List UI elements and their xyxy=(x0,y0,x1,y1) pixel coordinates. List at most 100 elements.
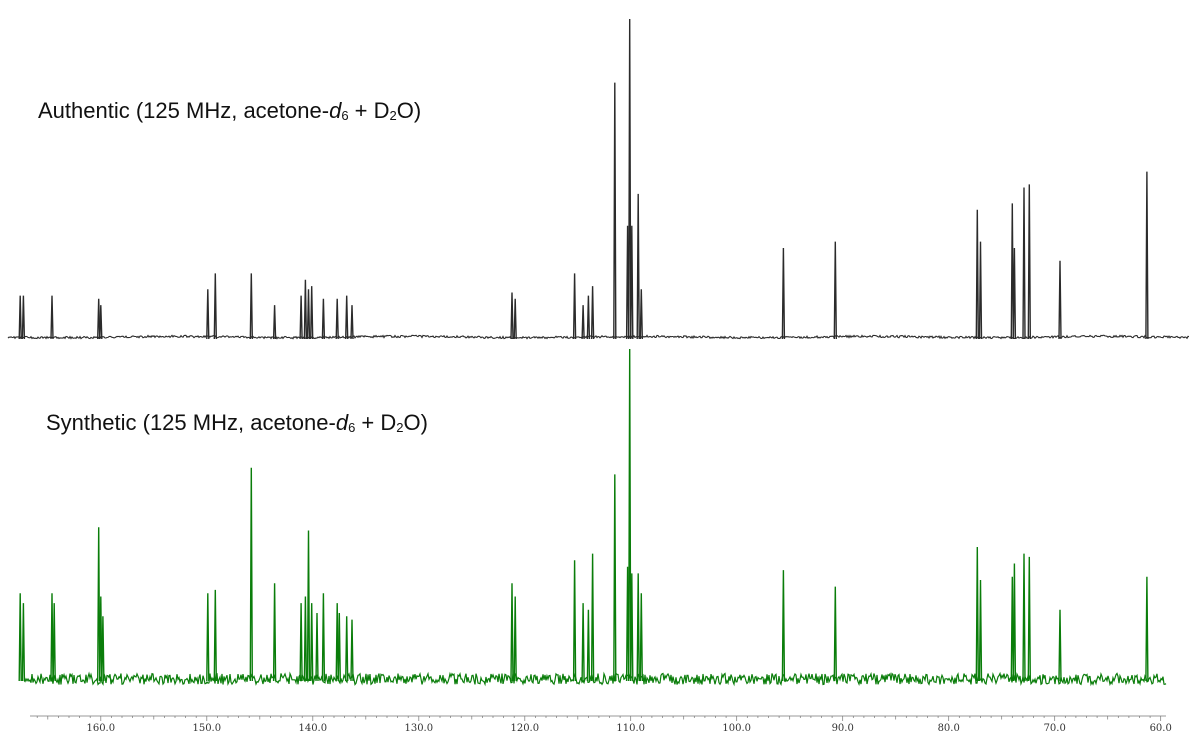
synthetic-peak xyxy=(1022,553,1026,682)
authentic-peak xyxy=(306,289,311,340)
synthetic-peak xyxy=(630,573,634,682)
x-tick-label: 130.0 xyxy=(404,723,433,733)
authentic-peak xyxy=(299,295,303,340)
x-tick-label: 110.0 xyxy=(616,723,645,733)
authentic-peak xyxy=(833,241,837,340)
authentic-peak xyxy=(97,298,101,340)
authentic-peak xyxy=(630,225,634,340)
authentic-peak xyxy=(206,289,210,340)
synthetic-peak xyxy=(975,546,979,682)
authentic-peak xyxy=(513,298,517,340)
spectrum-synthetic xyxy=(18,348,1167,687)
synthetic-name: Synthetic xyxy=(46,410,137,435)
synthetic-peak xyxy=(335,603,339,682)
authentic-peak xyxy=(581,305,585,340)
authentic-peak xyxy=(310,286,314,340)
authentic-end: O) xyxy=(396,98,422,123)
authentic-peak xyxy=(1145,171,1149,340)
synthetic-peak xyxy=(581,603,585,682)
authentic-peak xyxy=(586,295,591,340)
authentic-peak xyxy=(249,273,253,340)
authentic-peak xyxy=(628,18,632,340)
synthetic-peak xyxy=(628,348,632,682)
synthetic-peak xyxy=(213,589,217,682)
authentic-peak xyxy=(1010,203,1014,340)
authentic-peak xyxy=(590,286,595,340)
synthetic-peak xyxy=(249,467,253,682)
synthetic-peak xyxy=(510,583,514,682)
authentic-peak xyxy=(18,295,22,340)
authentic-solvent-d: d xyxy=(329,98,342,123)
synthetic-spec: (125 MHz, acetone- xyxy=(142,410,336,435)
synthetic-solvent-sub: 6 xyxy=(348,420,356,435)
synthetic-peak xyxy=(350,619,354,682)
authentic-spectrum-label: Authentic (125 MHz, acetone-d6 + D2O) xyxy=(38,98,421,124)
authentic-peak xyxy=(613,82,617,340)
x-tick-label: 160.0 xyxy=(86,723,115,733)
authentic-peak xyxy=(1022,187,1026,340)
authentic-name: Authentic xyxy=(38,98,130,123)
synthetic-peak xyxy=(1012,563,1017,682)
x-tick-label: 90.0 xyxy=(832,723,854,733)
x-tick-label: 70.0 xyxy=(1044,723,1066,733)
synthetic-peak xyxy=(52,603,56,682)
x-tick-label: 100.0 xyxy=(722,723,751,733)
synthetic-peak xyxy=(572,560,577,682)
synthetic-peak xyxy=(639,593,643,682)
x-tick-label: 80.0 xyxy=(938,723,960,733)
authentic-peak xyxy=(350,305,354,340)
synthetic-peak xyxy=(833,586,837,682)
authentic-peak xyxy=(50,295,54,340)
authentic-peak xyxy=(781,247,786,340)
synthetic-peak xyxy=(99,596,103,682)
synthetic-peak xyxy=(321,593,326,682)
x-tick-label: 140.0 xyxy=(298,723,327,733)
x-tick-label: 120.0 xyxy=(510,723,539,733)
synthetic-peak xyxy=(310,603,314,682)
spectrum-authentic xyxy=(7,18,1189,340)
authentic-peak xyxy=(21,295,26,340)
authentic-peak xyxy=(510,292,514,340)
synthetic-peak xyxy=(781,570,786,682)
synthetic-peak xyxy=(978,579,983,682)
authentic-peak xyxy=(335,298,339,340)
synthetic-peak xyxy=(1058,609,1062,682)
authentic-peak xyxy=(636,193,640,340)
synthetic-peak xyxy=(21,603,26,682)
authentic-mid: + D xyxy=(348,98,390,123)
series-layer xyxy=(7,18,1189,687)
synthetic-end: O) xyxy=(403,410,428,435)
synthetic-peak xyxy=(206,593,210,682)
synthetic-peak xyxy=(337,612,341,682)
synthetic-peak xyxy=(306,530,311,682)
authentic-baseline xyxy=(7,334,1189,340)
x-axis: 160.0 150.0 140.0 130.0 120.0 110.0 100.0 90.0 8… xyxy=(30,715,1172,734)
synthetic-peak xyxy=(97,527,101,682)
authentic-peak xyxy=(1012,247,1017,340)
authentic-peak xyxy=(213,273,217,340)
synthetic-peak xyxy=(1027,556,1031,682)
synthetic-peak xyxy=(590,553,595,682)
synthetic-peak xyxy=(513,596,517,682)
synthetic-peak xyxy=(299,603,303,682)
authentic-peak xyxy=(1027,184,1031,340)
synthetic-solvent-d: d xyxy=(335,410,349,435)
synthetic-peak xyxy=(18,593,22,682)
authentic-peak xyxy=(978,241,983,340)
synthetic-spectrum-label: Synthetic (125 MHz, acetone-d6 + D2O) xyxy=(46,410,428,436)
synthetic-peak xyxy=(315,612,319,682)
authentic-peak xyxy=(321,298,326,340)
synthetic-mid: + D xyxy=(355,410,397,435)
synthetic-peak xyxy=(50,593,54,682)
synthetic-peak xyxy=(272,583,277,682)
authentic-spec: (125 MHz, acetone- xyxy=(135,98,330,123)
synthetic-peak xyxy=(586,609,591,682)
synthetic-peak xyxy=(1010,576,1014,682)
authentic-peak xyxy=(303,279,308,340)
x-tick-label: 150.0 xyxy=(192,723,221,733)
authentic-solvent-sub: 6 xyxy=(341,108,349,123)
authentic-peak xyxy=(975,209,979,340)
synthetic-baseline xyxy=(23,671,1167,687)
